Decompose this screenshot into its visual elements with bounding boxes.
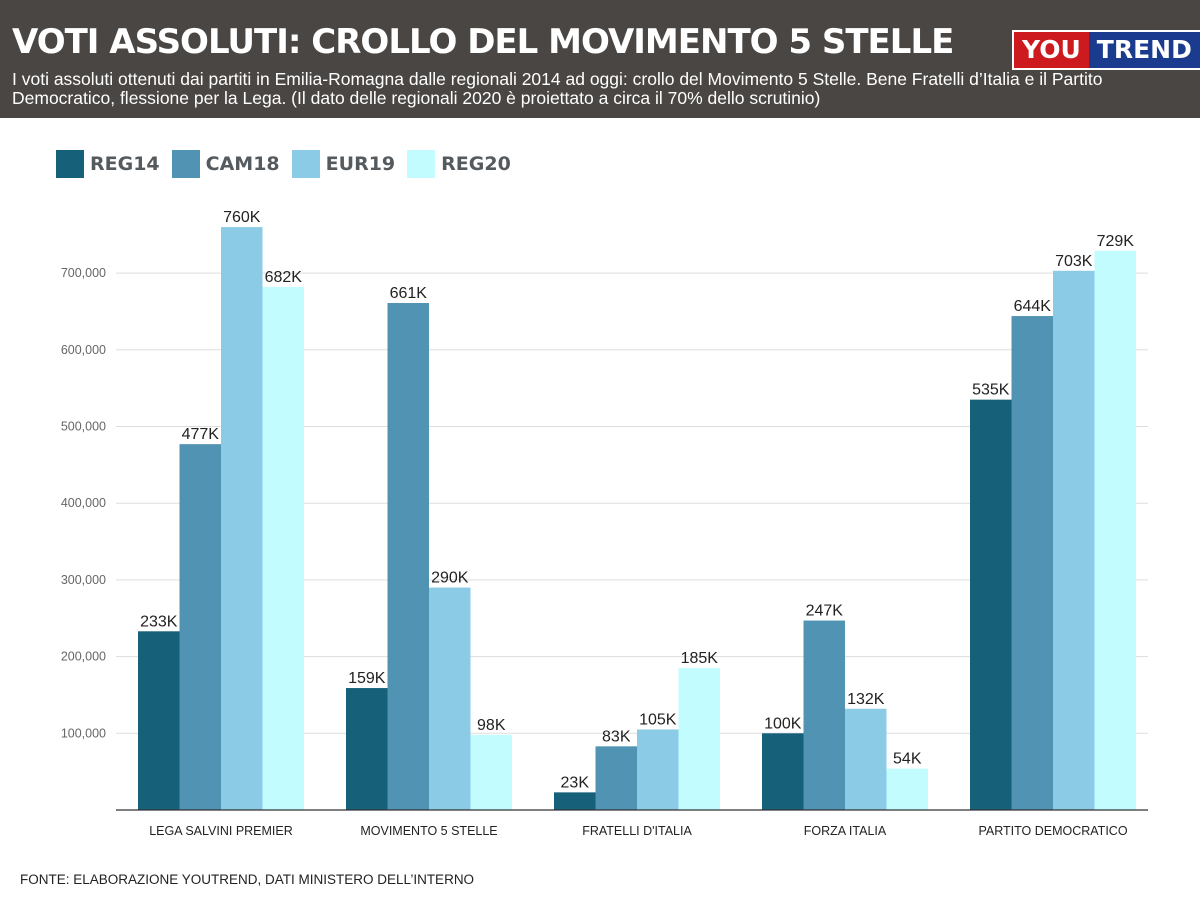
y-tick-label: 100,000 xyxy=(61,726,106,740)
bar xyxy=(179,444,221,810)
y-tick-label: 600,000 xyxy=(61,343,106,357)
logo-trend-text: TREND xyxy=(1088,32,1200,68)
data-label: 105K xyxy=(639,711,677,728)
legend-swatch-reg14 xyxy=(56,150,84,178)
data-label: 661K xyxy=(390,285,428,302)
y-tick-label: 700,000 xyxy=(61,266,106,280)
bar xyxy=(554,792,596,810)
legend-swatch-eur19 xyxy=(291,150,320,178)
chart-title: VOTI ASSOLUTI: CROLLO DEL MOVIMENTO 5 ST… xyxy=(12,22,954,62)
logo-you-text: YOU xyxy=(1014,32,1089,68)
legend: REG14 CAM18 EUR19 REG20 xyxy=(56,150,523,178)
bar xyxy=(637,729,679,810)
bar xyxy=(762,733,804,810)
data-label: 682K xyxy=(265,269,303,286)
bar xyxy=(387,303,429,810)
legend-swatch-reg20 xyxy=(407,150,436,178)
legend-item-cam18: CAM18 xyxy=(171,150,280,178)
bar xyxy=(845,708,887,810)
data-label: 247K xyxy=(806,603,844,620)
data-label: 477K xyxy=(182,426,220,443)
bar xyxy=(1094,250,1136,810)
source-note: FONTE: ELABORAZIONE YOUTREND, DATI MINIS… xyxy=(20,872,475,887)
x-category-label: FORZA ITALIA xyxy=(804,824,887,838)
data-label: 290K xyxy=(431,570,469,587)
data-label: 100K xyxy=(764,715,802,732)
data-label: 54K xyxy=(893,751,922,768)
bar xyxy=(595,746,637,810)
data-label: 159K xyxy=(348,670,386,687)
legend-item-reg14: REG14 xyxy=(56,150,160,178)
bar xyxy=(429,587,471,810)
x-category-label: MOVIMENTO 5 STELLE xyxy=(360,824,497,838)
y-tick-label: 500,000 xyxy=(61,420,106,434)
data-label: 644K xyxy=(1014,298,1052,315)
y-tick-label: 200,000 xyxy=(61,650,106,664)
bar xyxy=(138,631,180,810)
bar xyxy=(221,227,263,810)
bar xyxy=(886,768,928,810)
bar xyxy=(470,734,512,810)
data-label: 185K xyxy=(681,650,719,667)
bar xyxy=(803,620,845,810)
legend-item-reg20: REG20 xyxy=(407,150,511,178)
bar xyxy=(1011,316,1053,810)
header-bar: VOTI ASSOLUTI: CROLLO DEL MOVIMENTO 5 ST… xyxy=(0,0,1200,118)
legend-item-eur19: EUR19 xyxy=(291,150,396,178)
data-label: 83K xyxy=(602,728,631,745)
legend-label-eur19: EUR19 xyxy=(325,153,396,175)
y-tick-label: 300,000 xyxy=(61,573,106,587)
bar xyxy=(262,286,304,810)
data-label: 535K xyxy=(972,382,1010,399)
bar xyxy=(1053,270,1095,810)
legend-label-reg14: REG14 xyxy=(90,153,160,175)
data-label: 98K xyxy=(477,717,506,734)
data-label: 760K xyxy=(223,209,261,226)
data-label: 233K xyxy=(140,613,178,630)
y-tick-label: 400,000 xyxy=(61,496,106,510)
data-label: 729K xyxy=(1097,233,1135,250)
data-label: 23K xyxy=(561,774,590,791)
legend-swatch-cam18 xyxy=(171,150,200,178)
bar xyxy=(970,399,1012,810)
data-label: 132K xyxy=(847,691,885,708)
x-category-label: FRATELLI D'ITALIA xyxy=(582,824,692,838)
x-category-label: LEGA SALVINI PREMIER xyxy=(149,824,293,838)
chart-subtitle: I voti assoluti ottenuti dai partiti in … xyxy=(12,69,1103,108)
legend-label-cam18: CAM18 xyxy=(205,153,280,175)
youtrend-logo: YOU TREND xyxy=(1012,30,1200,70)
data-label: 703K xyxy=(1055,253,1093,270)
bar xyxy=(678,668,720,810)
x-category-label: PARTITO DEMOCRATICO xyxy=(978,824,1127,838)
legend-label-reg20: REG20 xyxy=(441,153,511,175)
bar xyxy=(346,688,388,810)
